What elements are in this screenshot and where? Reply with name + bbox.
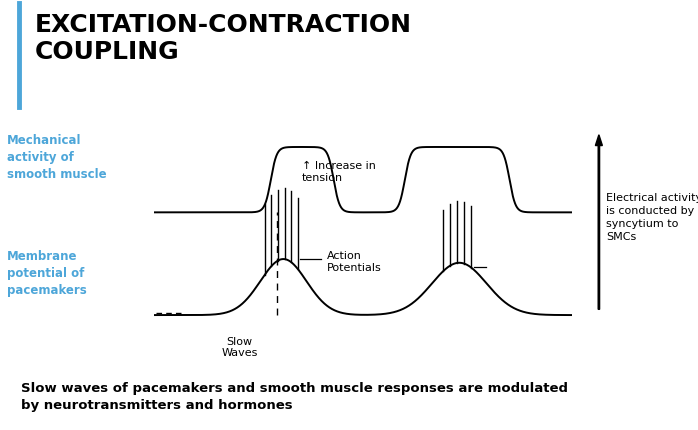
Text: Membrane
potential of
pacemakers: Membrane potential of pacemakers xyxy=(7,249,87,297)
Text: Electrical activity
is conducted by
syncytium to
SMCs: Electrical activity is conducted by sync… xyxy=(606,192,698,242)
Text: Slow waves of pacemakers and smooth muscle responses are modulated
by neurotrans: Slow waves of pacemakers and smooth musc… xyxy=(21,381,568,411)
Text: Mechanical
activity of
smooth muscle: Mechanical activity of smooth muscle xyxy=(7,133,107,181)
Text: Action
Potentials: Action Potentials xyxy=(327,251,382,272)
Text: EXCITATION-CONTRACTION
COUPLING: EXCITATION-CONTRACTION COUPLING xyxy=(35,13,412,64)
Text: ↑ Increase in
tension: ↑ Increase in tension xyxy=(302,161,376,183)
Text: Slow
Waves: Slow Waves xyxy=(221,336,258,357)
